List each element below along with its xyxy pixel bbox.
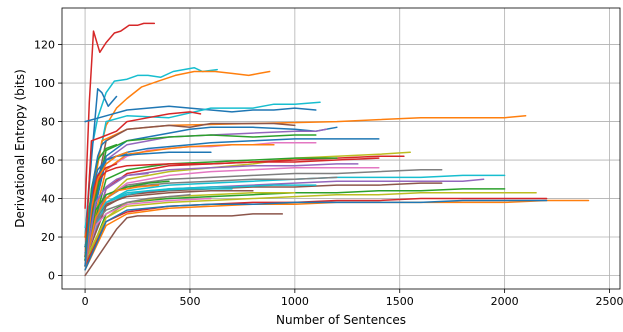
y-tick-label: 80 bbox=[41, 116, 55, 129]
axis-ticks: 0 500 1000 1500 2000 2500 0 20 40 60 80 100 120 bbox=[34, 39, 623, 308]
y-tick-label: 20 bbox=[41, 231, 55, 244]
series-group bbox=[84, 22, 590, 277]
series-line-18 bbox=[84, 174, 506, 261]
series-line-3 bbox=[84, 70, 271, 238]
x-tick-label: 2500 bbox=[596, 295, 623, 308]
series-line-41 bbox=[84, 184, 160, 267]
series-line-42 bbox=[84, 172, 149, 267]
series-line-47 bbox=[84, 140, 107, 267]
series-line-32 bbox=[84, 143, 275, 258]
series-line-17 bbox=[84, 168, 443, 261]
y-tick-label: 60 bbox=[41, 154, 55, 167]
series-line-6 bbox=[84, 101, 321, 229]
series-line-25 bbox=[84, 199, 548, 271]
series-line-9 bbox=[84, 126, 338, 258]
series-line-10 bbox=[84, 122, 296, 248]
y-tick-label: 100 bbox=[34, 77, 55, 90]
plot-frame bbox=[61, 7, 621, 290]
series-line-16 bbox=[84, 155, 405, 261]
series-line-7 bbox=[84, 115, 527, 238]
series-line-24 bbox=[84, 199, 590, 271]
series-line-30 bbox=[84, 163, 359, 254]
series-line-12 bbox=[84, 134, 317, 248]
y-tick-label: 120 bbox=[34, 39, 55, 52]
series-line-31 bbox=[84, 157, 338, 258]
y-axis-label: Derivational Entropy (bits) bbox=[13, 69, 27, 228]
y-tick-label: 0 bbox=[48, 270, 55, 283]
series-line-34 bbox=[84, 157, 380, 258]
series-line-22 bbox=[84, 192, 537, 267]
x-axis-label: Number of Sentences bbox=[276, 313, 406, 327]
series-line-1 bbox=[84, 22, 156, 209]
x-tick-label: 1000 bbox=[281, 295, 309, 308]
x-tick-label: 500 bbox=[179, 295, 200, 308]
series-line-26 bbox=[84, 213, 284, 277]
series-line-23 bbox=[84, 197, 548, 267]
series-line-5 bbox=[84, 105, 317, 123]
series-line-8 bbox=[84, 111, 202, 258]
series-line-15 bbox=[84, 151, 411, 261]
x-tick-label: 1500 bbox=[386, 295, 414, 308]
series-line-39 bbox=[84, 193, 191, 267]
x-tick-label: 2000 bbox=[491, 295, 519, 308]
y-tick-label: 40 bbox=[41, 193, 55, 206]
x-tick-label: 0 bbox=[82, 295, 89, 308]
series-line-46 bbox=[84, 151, 128, 267]
series-line-2 bbox=[84, 66, 218, 238]
